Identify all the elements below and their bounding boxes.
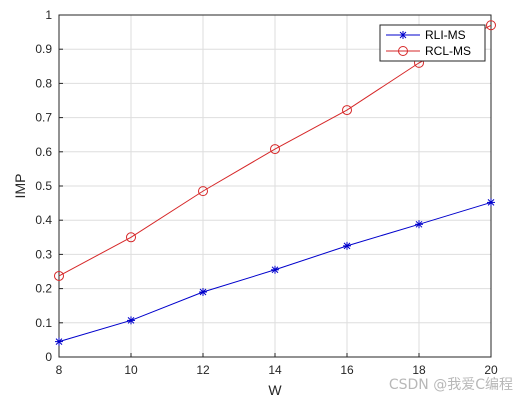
x-tick-label: 12 [196, 363, 210, 377]
y-tick-label: 0.8 [35, 76, 52, 90]
x-tick-label: 10 [124, 363, 138, 377]
y-tick-label: 0.1 [35, 316, 52, 330]
data-point-marker [270, 144, 280, 155]
x-tick-label: 14 [268, 363, 282, 377]
y-tick-label: 0 [45, 350, 52, 364]
data-point-marker [127, 316, 135, 325]
series-rli-ms [55, 198, 495, 346]
y-tick-label: 0.2 [35, 282, 52, 296]
y-tick-label: 0.5 [35, 179, 52, 193]
data-point-marker [415, 220, 423, 229]
legend-marker [398, 46, 408, 56]
y-tick-label: 0.6 [35, 145, 52, 159]
legend-label: RLI-MS [425, 28, 466, 42]
data-point-marker [55, 337, 63, 346]
x-tick-label: 16 [340, 363, 354, 377]
data-point-marker [54, 270, 64, 281]
legend-marker [399, 31, 407, 39]
legend-box [379, 24, 486, 62]
legend-entry: RCL-MS [386, 44, 471, 58]
y-tick-label: 0.9 [35, 42, 52, 56]
series-group [54, 20, 496, 346]
data-point-marker [199, 288, 207, 297]
y-tick-label: 1 [45, 8, 52, 22]
data-point-marker [271, 265, 279, 274]
data-point-marker [486, 20, 496, 31]
y-axis-label: IMP [12, 174, 28, 199]
data-point-marker [126, 232, 136, 243]
series-rcl-ms [54, 20, 496, 281]
y-tick-label: 0.7 [35, 111, 52, 125]
y-tick-label: 0.4 [35, 213, 52, 227]
data-point-marker [198, 186, 208, 197]
y-tick-label: 0.3 [35, 247, 52, 261]
axis-ticks: 8 10 12 14 16 18 20 0 0.1 0.2 0.3 0.4 0.5 0.6 0.7 0.8 0.… [35, 8, 498, 377]
data-point-marker [343, 241, 351, 250]
series-line [58, 24, 492, 277]
x-tick-label: 18 [412, 363, 426, 377]
data-point-marker [342, 105, 352, 116]
watermark: CSDN @我爱C编程 [388, 377, 513, 393]
legend: RLI-MS RCL-MS [379, 24, 486, 62]
legend-label: RCL-MS [425, 44, 471, 58]
x-axis-label: W [268, 382, 282, 398]
x-tick-label: 8 [56, 363, 63, 377]
grid-lines [58, 14, 492, 358]
data-point-marker [487, 198, 495, 207]
legend-entry: RLI-MS [386, 28, 466, 42]
x-tick-label: 20 [484, 363, 498, 377]
